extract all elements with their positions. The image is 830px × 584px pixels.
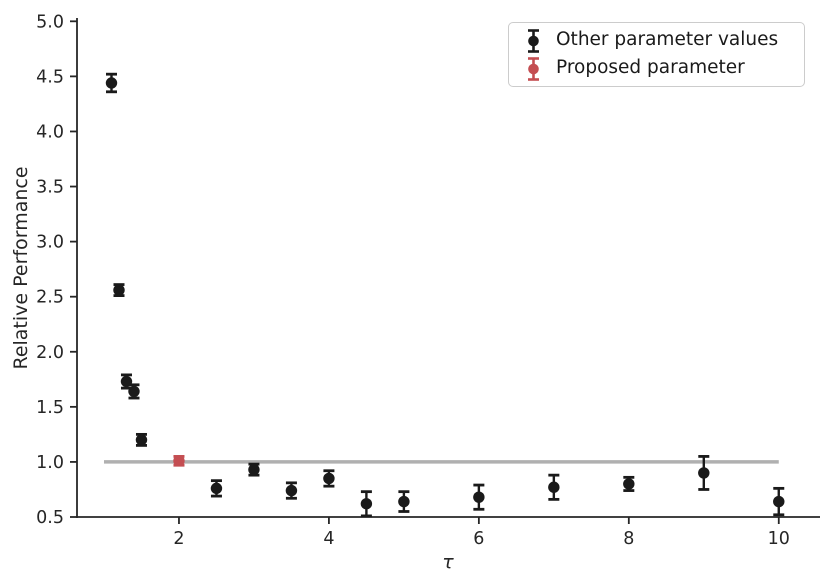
errorbar-point bbox=[285, 481, 298, 500]
errorbar-point bbox=[360, 490, 373, 518]
errorbar-point bbox=[105, 72, 118, 94]
x-tick-label: 6 bbox=[473, 529, 484, 549]
errorbar-point bbox=[623, 475, 635, 492]
y-axis-title: Relative Performance bbox=[10, 166, 32, 370]
y-tick-label: 3.5 bbox=[36, 178, 64, 198]
errorbar-point bbox=[128, 383, 140, 400]
x-tick-label: 8 bbox=[623, 529, 634, 549]
x-tick-label: 2 bbox=[173, 529, 184, 549]
legend-item-other-parameter-values: Other parameter values bbox=[509, 27, 804, 54]
y-tick-label: 5.0 bbox=[36, 12, 64, 32]
legend-item-proposed-parameter: Proposed parameter bbox=[509, 55, 804, 82]
legend-label: Other parameter values bbox=[556, 29, 779, 51]
x-axis-title: τ bbox=[442, 551, 454, 573]
errorbar-point bbox=[473, 483, 485, 511]
y-tick-label: 4.5 bbox=[36, 67, 64, 87]
legend: Other parameter values Proposed paramete… bbox=[508, 22, 805, 87]
errorbar-marker-black-icon bbox=[528, 28, 539, 53]
errorbar-point bbox=[398, 490, 410, 513]
errorbar-point bbox=[210, 479, 223, 498]
errorbar-point bbox=[548, 473, 560, 501]
legend-label: Proposed parameter bbox=[556, 57, 745, 79]
errorbar-point bbox=[773, 486, 785, 517]
errorbar-point bbox=[113, 283, 125, 297]
x-tick-label: 10 bbox=[768, 529, 790, 549]
y-tick-label: 1.5 bbox=[36, 398, 64, 418]
y-tick-label: 3.0 bbox=[36, 233, 64, 253]
y-tick-label: 2.5 bbox=[36, 288, 64, 308]
y-tick-label: 4.0 bbox=[36, 122, 64, 142]
x-tick-label: 4 bbox=[323, 529, 334, 549]
errorbar-point bbox=[135, 432, 148, 447]
errorbar-point bbox=[323, 469, 335, 488]
y-tick-label: 1.0 bbox=[36, 453, 64, 473]
errorbar-marker-red-icon bbox=[528, 56, 539, 81]
y-tick-label: 0.5 bbox=[36, 508, 64, 528]
y-tick-label: 2.0 bbox=[36, 343, 64, 363]
errorbar-point bbox=[698, 455, 710, 491]
errorbar-point bbox=[173, 455, 185, 467]
errorbar-point bbox=[248, 462, 260, 477]
